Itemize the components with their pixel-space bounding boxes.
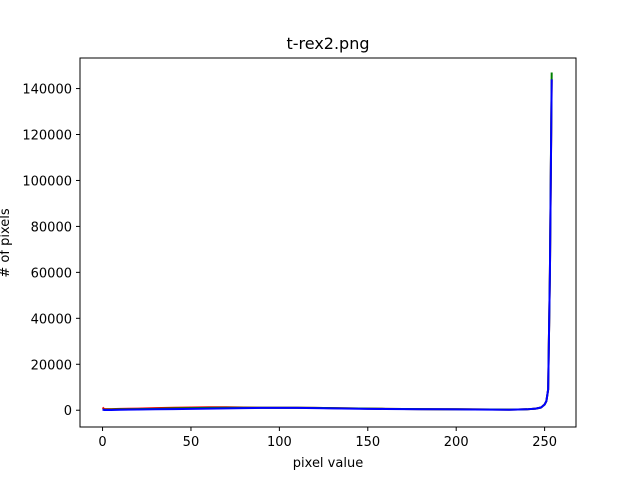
y-tick-label-120000: 120000 — [22, 129, 72, 144]
y-tick-label-140000: 140000 — [22, 83, 72, 98]
x-tick-label-200: 200 — [444, 435, 469, 450]
x-tick-label-250: 250 — [532, 435, 557, 450]
x-tick-label-100: 100 — [267, 435, 292, 450]
chart-title: t-rex2.png — [286, 34, 369, 53]
y-tick-label-60000: 60000 — [31, 266, 72, 281]
axes-layer: 0 50 100 150 200 250 0 20000 40000 60000 80000 1000… — [22, 57, 577, 450]
y-axis-label: # of pixels — [0, 208, 13, 277]
x-tick-label-50: 50 — [183, 435, 200, 450]
y-tick-label-80000: 80000 — [31, 220, 72, 235]
series-layer — [101, 72, 553, 411]
y-tick-label-40000: 40000 — [31, 312, 72, 327]
series-line-2 — [102, 79, 553, 411]
x-tick-label-150: 150 — [355, 435, 380, 450]
y-tick-label-100000: 100000 — [22, 174, 72, 189]
series-line-1 — [102, 72, 553, 411]
plot-frame — [79, 57, 577, 428]
series-line-0 — [101, 79, 553, 411]
x-axis-label: pixel value — [293, 456, 363, 471]
y-tick-label-20000: 20000 — [31, 358, 72, 373]
x-tick-label-0: 0 — [98, 435, 106, 450]
y-tick-label-0: 0 — [64, 404, 72, 419]
